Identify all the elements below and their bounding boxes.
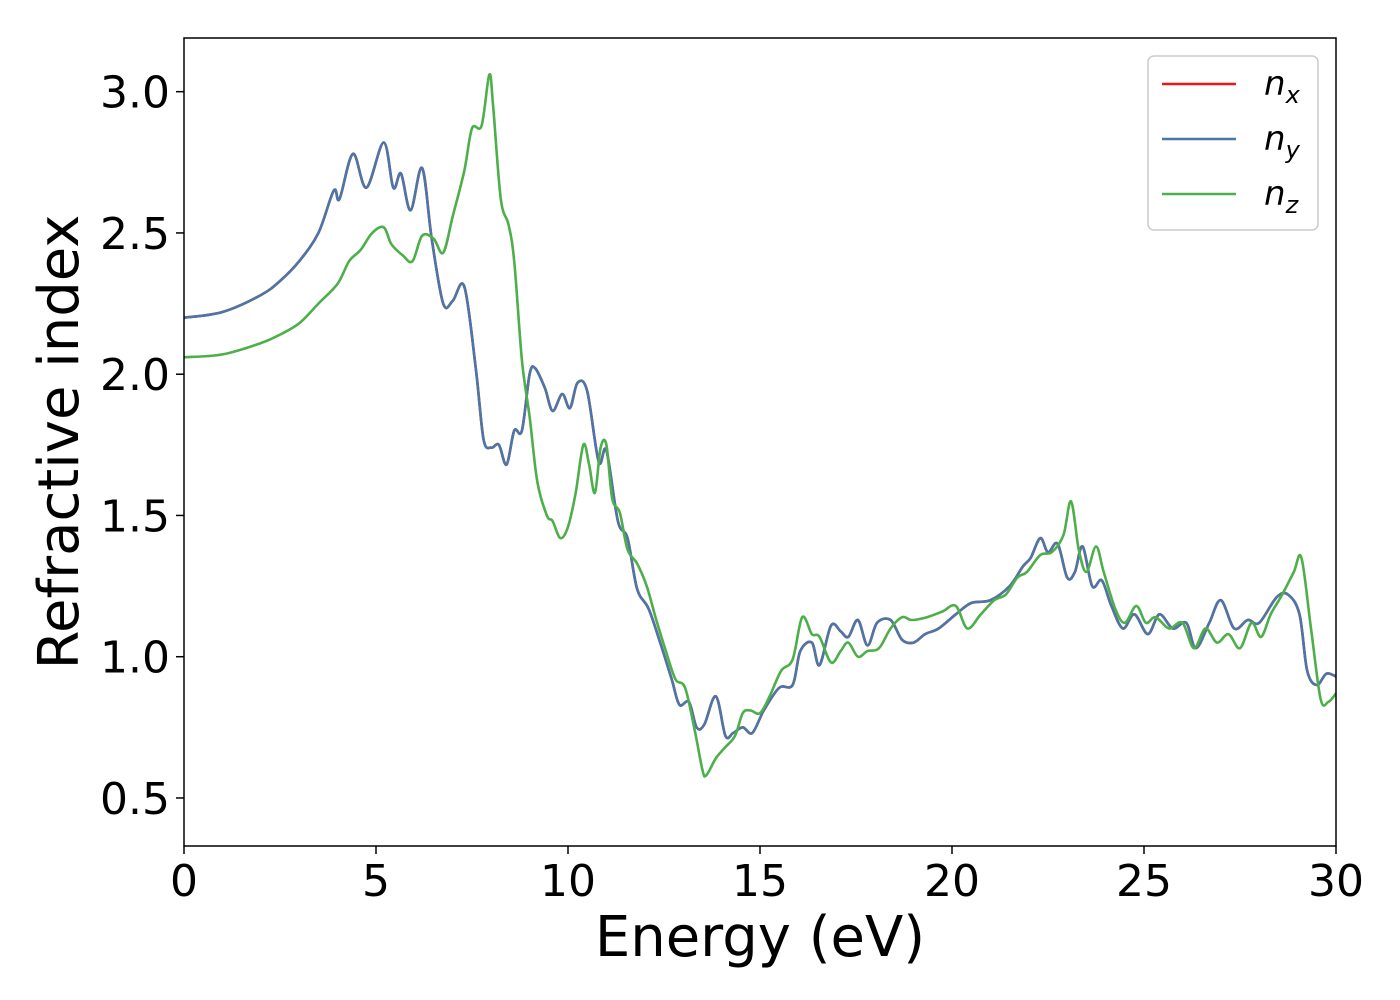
legend-label-nz: nz <box>1264 174 1300 219</box>
x-tick-label: 5 <box>362 856 390 907</box>
x-tick-label: 30 <box>1308 856 1364 907</box>
series-line-nz <box>184 72 1336 778</box>
x-tick-label: 10 <box>540 856 596 907</box>
y-tick-label: 2.5 <box>100 209 170 260</box>
x-axis: 0 5 10 15 20 25 30 <box>170 846 1364 907</box>
y-axis: 0.5 1.0 1.5 2.0 2.5 3.0 <box>100 68 184 825</box>
y-axis-label: Refractive index <box>27 215 92 670</box>
y-tick-label: 1.0 <box>100 633 170 684</box>
x-tick-label: 15 <box>732 856 788 907</box>
legend: nx ny nz <box>1147 55 1319 231</box>
y-tick-label: 2.0 <box>100 350 170 401</box>
legend-label-nx: nx <box>1264 64 1301 109</box>
x-tick-label: 25 <box>1116 856 1172 907</box>
legend-label-ny: ny <box>1264 119 1301 164</box>
legend-box <box>1147 55 1319 231</box>
x-tick-label: 20 <box>924 856 980 907</box>
x-tick-label: 0 <box>170 856 198 907</box>
x-axis-label: Energy (eV) <box>595 905 925 970</box>
series-line-ny <box>184 141 1336 740</box>
y-tick-label: 3.0 <box>100 68 170 119</box>
plot-background <box>184 38 1336 846</box>
y-tick-label: 0.5 <box>100 774 170 825</box>
y-tick-label: 1.5 <box>100 491 170 542</box>
series-layer <box>184 72 1336 778</box>
